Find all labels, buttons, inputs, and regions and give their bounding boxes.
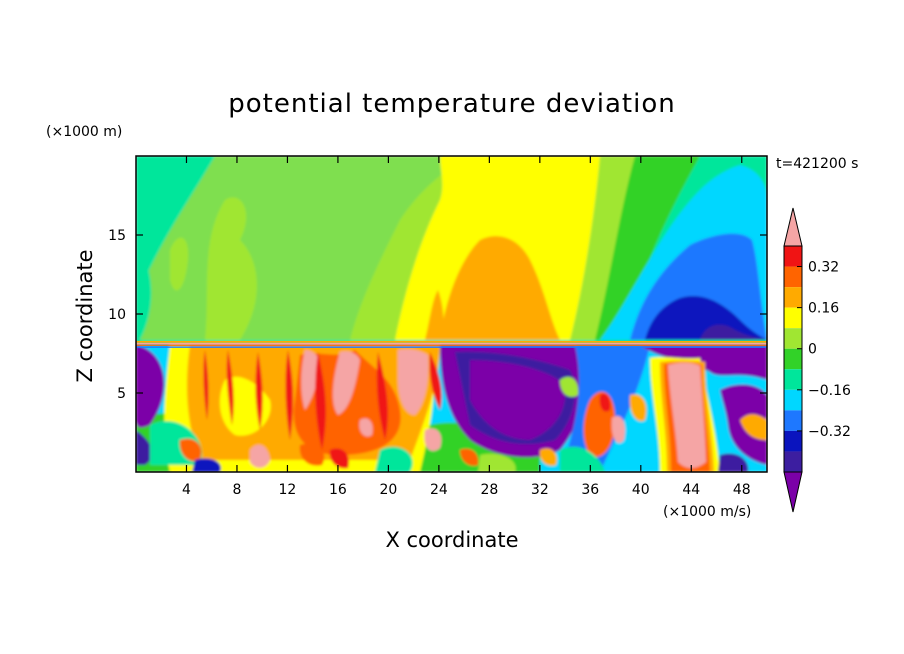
region-pink-5 xyxy=(250,444,270,468)
region-pink-6 xyxy=(424,428,442,451)
region-pink-1 xyxy=(668,362,706,468)
region-eddy-3 xyxy=(615,453,646,472)
x-axis-ticks: 4 8 12 16 20 24 28 32 36 40 44 48 xyxy=(182,156,751,498)
y-tick-label: 15 xyxy=(108,228,126,244)
colorbar-frame xyxy=(783,245,803,473)
region-upper-mint-left xyxy=(136,240,152,340)
colorbar-label: 0.32 xyxy=(808,260,839,276)
colorbar-label: 0.16 xyxy=(808,301,839,317)
x-tick-label: 20 xyxy=(379,482,397,498)
region-streak-5 xyxy=(315,352,326,450)
colorbar-segment xyxy=(784,451,802,472)
x-tick-label: 36 xyxy=(581,482,599,498)
x-tick-label: 28 xyxy=(480,482,498,498)
region-upper-darkblue xyxy=(645,296,767,340)
region-streak-3 xyxy=(255,352,263,430)
region-streak-8 xyxy=(179,438,202,462)
inversion-stripe-1 xyxy=(136,340,767,343)
region-eddy-5 xyxy=(718,453,749,472)
region-lower-purple-left xyxy=(136,345,165,428)
region-streak-13 xyxy=(599,393,611,412)
colorbar-segment xyxy=(784,430,802,452)
region-upper-lightgreen-plume2 xyxy=(170,237,189,291)
inversion-stripe-3 xyxy=(136,344,767,346)
colorbar-segment xyxy=(784,369,802,390)
region-lower-purple-mid-core xyxy=(470,360,566,440)
region-streak-7 xyxy=(429,352,442,410)
colorbar-label: 0 xyxy=(808,342,817,358)
region-streak-6 xyxy=(376,352,388,440)
region-eddy-1 xyxy=(375,446,413,472)
colorbar-segment xyxy=(784,246,802,267)
x-tick-label: 8 xyxy=(232,482,241,498)
region-upper-lightgreen-band xyxy=(350,165,455,340)
region-streak-4 xyxy=(285,350,294,440)
x-tick-label: 44 xyxy=(682,482,700,498)
region-streak-12 xyxy=(539,448,557,466)
colorbar-bottom-arrow xyxy=(783,471,803,513)
x-tick-label: 24 xyxy=(430,482,448,498)
region-pink-7 xyxy=(611,416,626,444)
colorbar-segment xyxy=(784,287,802,308)
x-tick-label: 16 xyxy=(329,482,347,498)
x-tick-label: 12 xyxy=(279,482,297,498)
colorbar-segment xyxy=(784,307,802,329)
region-pink-8 xyxy=(359,418,373,437)
x-tick-label: 40 xyxy=(632,482,650,498)
region-eddy-2 xyxy=(478,453,516,472)
region-lower-orange-right-edge xyxy=(740,414,767,440)
colorbar-top-arrow xyxy=(783,207,803,247)
region-upper-orange-plume xyxy=(440,236,560,340)
colorbar-segment xyxy=(784,348,802,370)
chart-title: potential temperature deviation xyxy=(228,89,675,119)
y-axis-label: Z coordinate xyxy=(73,249,97,382)
colorbar-segment xyxy=(784,410,802,431)
region-streak-2 xyxy=(226,350,234,425)
y-axis-ticks: 5 10 15 xyxy=(108,228,767,402)
colorbar-segment xyxy=(784,389,802,411)
x-tick-label: 48 xyxy=(733,482,751,498)
region-upper-lightgreen-plume1 xyxy=(205,197,257,340)
y-tick-label: 10 xyxy=(108,307,126,323)
region-eddy-6 xyxy=(560,376,579,397)
colorbar-label: −0.32 xyxy=(808,424,851,440)
y-unit-label: (×1000 m) xyxy=(46,124,122,140)
region-streak-14 xyxy=(629,394,647,422)
region-pink-4 xyxy=(301,350,320,410)
x-tick-label: 4 xyxy=(182,482,191,498)
x-tick-label: 32 xyxy=(531,482,549,498)
region-streak-11 xyxy=(460,448,479,466)
region-streak-1 xyxy=(203,350,209,420)
region-pink-2 xyxy=(398,349,429,415)
region-pink-3 xyxy=(332,351,360,415)
colorbar-segment xyxy=(784,266,802,288)
inversion-stripe-4 xyxy=(136,346,767,348)
x-axis-label: X coordinate xyxy=(385,528,518,552)
region-eddy-4 xyxy=(192,458,221,472)
region-upper-mint-edge xyxy=(136,156,215,300)
region-streak-10 xyxy=(329,448,349,469)
contour-field xyxy=(136,156,767,472)
region-lower-indigo-left xyxy=(136,430,153,465)
region-streak-9 xyxy=(299,443,325,466)
colorbar-label: −0.16 xyxy=(808,383,851,399)
x-unit-label: (×1000 m/s) xyxy=(663,504,751,520)
region-upper-green-right-band xyxy=(570,156,640,340)
region-upper-orange-small xyxy=(425,290,444,340)
region-upper-indigo xyxy=(700,324,767,340)
colorbar-segment xyxy=(784,328,802,349)
region-lower-mint-right xyxy=(560,446,605,472)
time-label: t=421200 s xyxy=(776,156,858,172)
y-tick-label: 5 xyxy=(117,386,126,402)
inversion-stripe-2 xyxy=(136,342,767,345)
colorbar: 0.32 0.16 0 −0.16 −0.32 xyxy=(783,207,851,513)
